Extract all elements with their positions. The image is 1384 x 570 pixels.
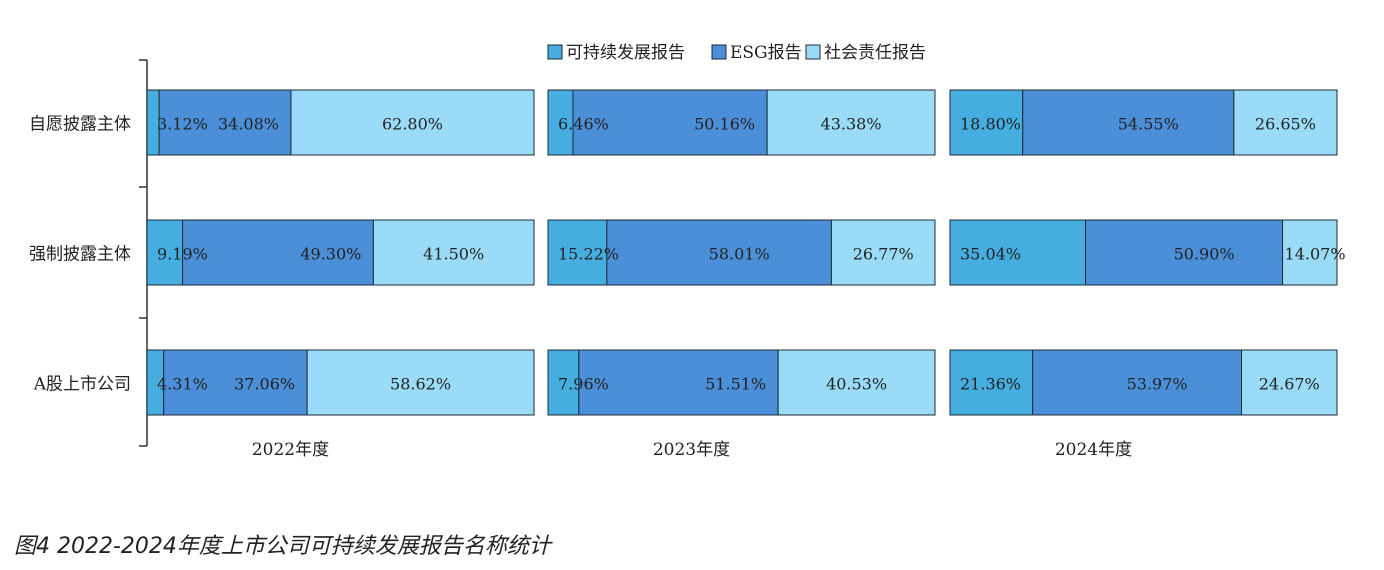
- data-label: 41.50%: [423, 245, 484, 264]
- figure-caption: 图4 2022-2024年度上市公司可持续发展报告名称统计: [14, 534, 551, 559]
- bar-area: 3.12% 34.08% 62.80% 9.19% 49.30% 41.50% 4.31% 3…: [146, 89, 1346, 460]
- data-label: 21.36%: [960, 375, 1021, 394]
- bar-segment: [1085, 219, 1284, 286]
- bar-segment: [606, 219, 832, 286]
- bar-segment: [949, 219, 1087, 286]
- panel-label: 2024年度: [1055, 440, 1132, 460]
- data-label: 51.51%: [705, 375, 766, 394]
- data-label: 24.67%: [1259, 375, 1320, 394]
- data-label: 58.01%: [709, 245, 770, 264]
- data-label: 34.08%: [218, 115, 279, 134]
- data-label: 35.04%: [960, 245, 1021, 264]
- bar-segment: [290, 89, 535, 156]
- legend-label: 社会责任报告: [824, 43, 926, 63]
- data-label: 53.97%: [1127, 375, 1188, 394]
- legend-label: 可持续发展报告: [566, 43, 685, 63]
- data-label: 54.55%: [1118, 115, 1179, 134]
- bar-segment: [1022, 89, 1235, 156]
- legend-label: ESG报告: [730, 43, 802, 63]
- bar-segment: [1032, 349, 1243, 416]
- data-label: 14.07%: [1285, 245, 1346, 264]
- bar-segment: [572, 89, 768, 156]
- data-label: 37.06%: [234, 375, 295, 394]
- legend-swatch: [711, 44, 727, 60]
- data-label: 9.19%: [157, 245, 208, 264]
- data-label: 6.46%: [558, 115, 609, 134]
- bar-segment: [1282, 219, 1338, 286]
- bar-segment: [777, 349, 936, 416]
- y-tick-label: 强制披露主体: [29, 245, 131, 265]
- bar-segment: [372, 219, 535, 286]
- bar-segment: [306, 349, 535, 416]
- bar-segment: [163, 349, 308, 416]
- bar-segment: [949, 349, 1034, 416]
- y-tick-label: 自愿披露主体: [29, 115, 131, 135]
- legend-swatch: [547, 44, 563, 60]
- panel-label: 2023年度: [653, 440, 730, 460]
- data-label: 62.80%: [382, 115, 443, 134]
- bar-segment: [830, 219, 936, 286]
- bar-segment: [766, 89, 936, 156]
- data-label: 7.96%: [558, 375, 609, 394]
- data-label: 26.65%: [1255, 115, 1316, 134]
- data-label: 58.62%: [390, 375, 451, 394]
- data-label: 18.80%: [960, 115, 1021, 134]
- bar-segment: [158, 89, 292, 156]
- bar-segment: [1233, 89, 1338, 156]
- data-label: 43.38%: [821, 115, 882, 134]
- y-tick-label: A股上市公司: [33, 375, 131, 395]
- bar-segment: [547, 219, 608, 286]
- data-label: 4.31%: [157, 375, 208, 394]
- panel-label: 2022年度: [252, 440, 329, 460]
- data-label: 50.90%: [1174, 245, 1235, 264]
- data-label: 50.16%: [694, 115, 755, 134]
- bar-segment: [547, 349, 580, 416]
- data-label: 49.30%: [300, 245, 361, 264]
- legend-swatch: [805, 44, 821, 60]
- data-label: 40.53%: [826, 375, 887, 394]
- bar-segment: [578, 349, 779, 416]
- bar-segment: [1241, 349, 1338, 416]
- data-label: 26.77%: [853, 245, 914, 264]
- data-label: 15.22%: [558, 245, 619, 264]
- data-label: 3.12%: [157, 115, 208, 134]
- bar-segment: [949, 89, 1024, 156]
- chart-legend: 可持续发展报告 ESG报告 社会责任报告: [547, 43, 926, 63]
